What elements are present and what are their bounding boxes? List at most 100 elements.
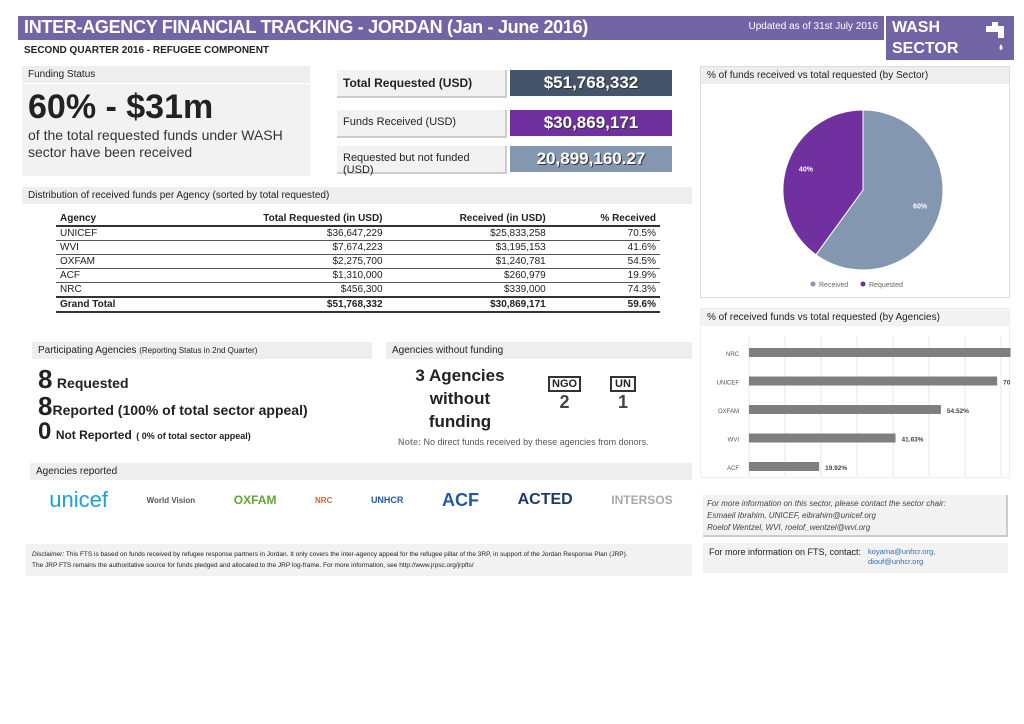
participating-note: (Reporting Status in 2nd Quarter) <box>139 346 258 355</box>
bar-value-label: 54.52% <box>947 408 969 415</box>
requested-cell: $36,647,229 <box>165 226 387 241</box>
ngo-count: 2 <box>559 392 570 412</box>
agency-bar-chart: NRC UNICEF 70. OXFAM 54.52% WVI 41.63% ACF 19.92… <box>717 336 1012 476</box>
agency-logos: unicef World Vision OXFAM NRC UNHCR ACF … <box>30 482 692 518</box>
table-row: NRC $456,300 $339,000 74.3% <box>56 282 660 298</box>
total-requested-value: $51,768,332 <box>510 70 672 96</box>
col-received: Received (in USD) <box>386 212 550 227</box>
reported-count: 8 <box>38 391 53 421</box>
percent-cell: 70.5% <box>549 226 660 241</box>
sector-pie-panel: % of funds received vs total requested (… <box>700 66 1010 298</box>
fts-contact: For more information on FTS, contact: ko… <box>703 543 1008 573</box>
requested-cell: $2,275,700 <box>165 254 387 269</box>
agency-cell: NRC <box>56 282 166 298</box>
ngo-group: NGO 2 <box>548 376 582 413</box>
subtitle: SECOND QUARTER 2016 - REFUGEE COMPONENT <box>24 45 270 56</box>
unicef-logo: unicef <box>49 487 108 512</box>
acted-logo: ACTED <box>517 491 573 508</box>
received-cell: $3,195,153 <box>386 240 550 255</box>
pie-title: % of funds received vs total requested (… <box>701 67 1009 84</box>
legend-swatch <box>860 281 866 287</box>
without-funding-text: 3 Agencies without funding <box>415 366 505 431</box>
received-cell: $1,240,781 <box>386 254 550 269</box>
funds-received-value: $30,869,171 <box>510 110 672 136</box>
requested-cell: $51,768,332 <box>165 296 387 313</box>
requested-cell: $456,300 <box>165 282 387 298</box>
bar-acf <box>749 462 820 471</box>
agency-bar-panel: % of received funds vs total requested (… <box>700 308 1012 478</box>
agency-cell: OXFAM <box>56 254 166 269</box>
bar-category: WVI <box>728 438 740 444</box>
participating-title-text: Participating Agencies <box>38 345 137 356</box>
un-flag-icon: UN <box>610 376 636 392</box>
without-funding-note: Note: No direct funds received by these … <box>398 437 649 447</box>
disclaimer-text2: The JRP FTS remains the authoritative so… <box>32 562 398 569</box>
funding-status-panel: 60% - $31m of the total requested funds … <box>22 84 310 176</box>
unfunded-label: Requested but not funded (USD) <box>337 146 507 176</box>
requested-count: 8 <box>38 364 53 394</box>
world-vision-logo: World Vision <box>146 495 196 505</box>
contact-line3: Roelof Wentzel, WVI, roelof_wentzel@wvi.… <box>707 523 871 532</box>
table-row: UNICEF $36,647,229 $25,833,258 70.5% <box>56 226 660 241</box>
bar-nrc <box>749 348 1011 357</box>
disclaimer-text1: This FTS is based on funds received by r… <box>65 551 628 558</box>
not-reported-note: ( 0% of total sector appeal) <box>136 431 251 441</box>
received-cell: $25,833,258 <box>386 226 550 241</box>
participating-panel: 8 Requested 8Reported (100% of total sec… <box>38 364 308 446</box>
pie-label: 40% <box>799 166 814 173</box>
agency-cell: WVI <box>56 240 166 255</box>
unfunded-value: 20,899,160.27 <box>510 146 672 172</box>
not-reported-count: 0 <box>38 418 52 445</box>
sector-pie-chart: 60% Received 40% Requested <box>782 109 944 289</box>
received-cell: $30,869,171 <box>386 296 550 313</box>
bar-value-label: 19.92% <box>825 465 847 472</box>
note-label: Note: <box>398 437 421 447</box>
requested-cell: $1,310,000 <box>165 268 387 283</box>
pie-label: 60% <box>913 204 928 211</box>
reported-label: Reported (100% of total sector appeal) <box>52 402 308 418</box>
fts-email2[interactable]: diouf@unhcr.org <box>868 557 924 566</box>
contact-line2: Esmaeil Ibrahim, UNICEF, eibrahim@unicef… <box>707 511 876 520</box>
requested-cell: $7,674,223 <box>165 240 387 255</box>
un-count: 1 <box>617 392 628 412</box>
bar-oxfam <box>749 405 941 414</box>
without-funding-title: Agencies without funding <box>386 342 692 359</box>
table-row: WVI $7,674,223 $3,195,153 41.6% <box>56 240 660 255</box>
nrc-logo: NRC <box>315 495 333 505</box>
intersos-logo: INTERSOS <box>611 493 673 507</box>
header-bar: INTER-AGENCY FINANCIAL TRACKING - JORDAN… <box>18 16 884 40</box>
fts-contact-label: For more information on FTS, contact: <box>709 547 862 557</box>
sector-label: SECTOR <box>892 40 959 57</box>
un-group: UN 1 <box>610 376 636 413</box>
grand-total-row: Grand Total $51,768,332 $30,869,171 59.6% <box>56 296 660 313</box>
agencies-reported-title: Agencies reported <box>30 463 692 480</box>
legend-label: Requested <box>869 282 903 289</box>
bar-value-label: 70. <box>1003 380 1011 387</box>
sector-contact-box: For more information on this sector, ple… <box>703 495 1008 537</box>
disclaimer-link[interactable]: http://www.jrpsc.org/jrpfts/ <box>399 562 474 569</box>
oxfam-logo: OXFAM <box>233 493 277 507</box>
col-requested: Total Requested (in USD) <box>165 212 387 227</box>
table-row: OXFAM $2,275,700 $1,240,781 54.5% <box>56 254 660 269</box>
pie-slice-requested <box>782 109 864 256</box>
received-cell: $260,979 <box>386 268 550 283</box>
unhcr-logo: UNHCR <box>370 495 404 505</box>
percent-cell: 74.3% <box>549 282 660 298</box>
col-agency: Agency <box>56 212 166 227</box>
distribution-title: Distribution of received funds per Agenc… <box>22 187 692 204</box>
bar-unicef <box>749 376 998 386</box>
water-tap-icon <box>986 22 1004 50</box>
percent-cell: 41.6% <box>549 240 660 255</box>
note-text: No direct funds received by these agenci… <box>423 437 649 447</box>
legend-swatch <box>810 281 816 287</box>
funding-headline: 60% - $31m <box>28 88 214 126</box>
fts-email1[interactable]: koyama@unhcr.org, <box>868 547 936 556</box>
sector-badge: WASH SECTOR <box>886 16 1014 60</box>
col-percent: % Received <box>549 212 660 227</box>
agency-cell: Grand Total <box>56 296 166 313</box>
updated-date: Updated as of 31st July 2016 <box>748 21 878 32</box>
bar-value-label: 41.63% <box>902 437 924 444</box>
funding-desc: of the total requested funds under WASH … <box>28 127 283 160</box>
bar-wvi <box>749 433 896 443</box>
total-requested-label: Total Requested (USD) <box>337 70 507 98</box>
